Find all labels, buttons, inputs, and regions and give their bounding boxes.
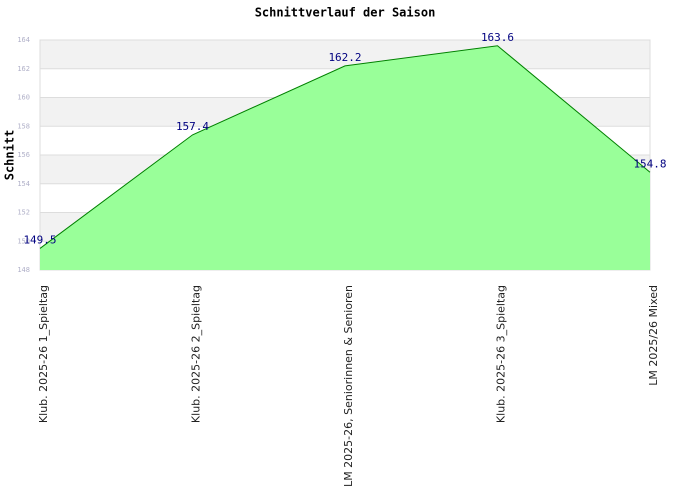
data-label: 154.8	[633, 157, 666, 170]
y-tick-label: 152	[17, 209, 30, 217]
y-tick-label: 160	[17, 94, 30, 102]
data-label: 157.4	[176, 120, 209, 133]
y-tick-label: 148	[17, 266, 30, 274]
y-tick-label: 150	[17, 237, 30, 245]
x-tick-label: Klub. 2025-26 2_Spieltag	[190, 285, 203, 423]
grid-band	[40, 40, 650, 69]
x-tick-label: Klub. 2025-26 3_Spieltag	[495, 285, 508, 423]
x-tick-label: LM 2025/26 Mixed	[647, 285, 660, 386]
y-axis-label: Schnitt	[3, 130, 17, 181]
y-tick-label: 164	[17, 36, 30, 44]
data-label: 163.6	[481, 31, 514, 44]
chart-title: Schnittverlauf der Saison	[255, 6, 436, 20]
area	[40, 45, 650, 270]
y-tick-label: 162	[17, 65, 30, 73]
x-tick-label: LM 2025-26, Seniorinnen & Senioren	[342, 285, 355, 487]
data-label: 162.2	[328, 51, 361, 64]
y-tick-label: 156	[17, 151, 30, 159]
x-tick-label: Klub. 2025-26 1_Spieltag	[37, 285, 50, 423]
line	[39, 45, 651, 249]
data-label: 149.5	[23, 233, 56, 246]
y-tick-label: 154	[17, 180, 30, 188]
y-tick-label: 158	[17, 122, 30, 130]
